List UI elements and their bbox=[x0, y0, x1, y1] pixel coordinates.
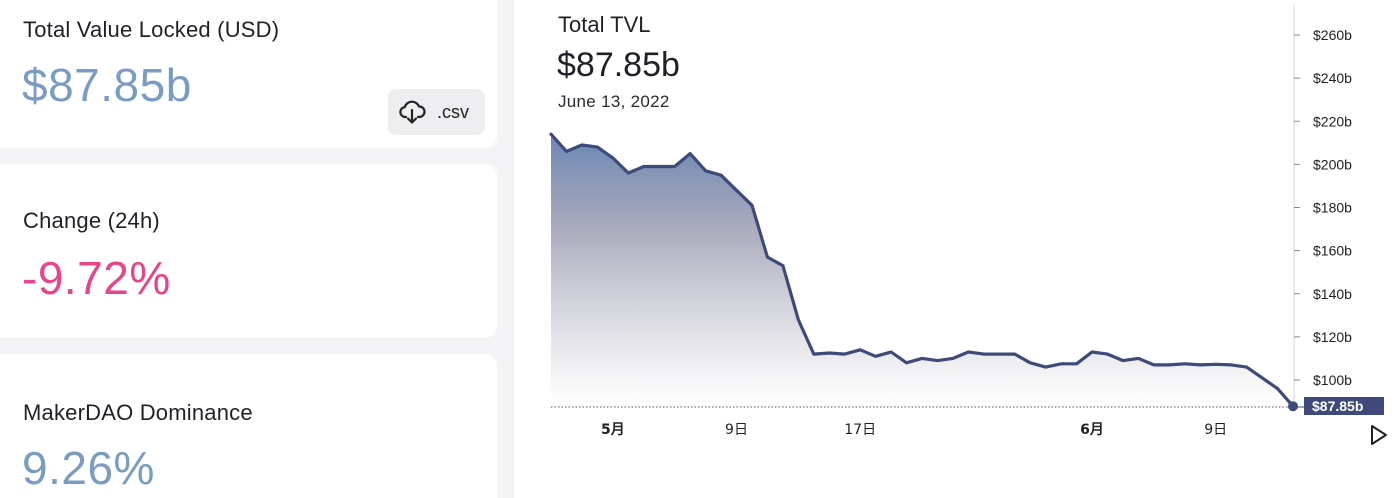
dominance-card bbox=[0, 354, 497, 498]
last-value-label: $87.85b bbox=[1312, 398, 1363, 414]
cloud-download-icon bbox=[398, 99, 426, 125]
y-tick-label: $260b bbox=[1313, 27, 1352, 43]
x-tick-label: 5月 bbox=[601, 422, 625, 438]
x-tick-label: 17日 bbox=[844, 422, 876, 438]
y-tick-label: $200b bbox=[1313, 156, 1352, 172]
y-tick-label: $100b bbox=[1313, 372, 1352, 388]
chart-title: Total TVL bbox=[558, 12, 651, 37]
chart-date: June 13, 2022 bbox=[558, 92, 670, 111]
change-label: Change (24h) bbox=[23, 208, 160, 233]
x-tick-label: 6月 bbox=[1080, 422, 1104, 438]
download-csv-button[interactable]: .csv bbox=[388, 89, 485, 135]
csv-label: .csv bbox=[437, 101, 470, 122]
tvl-series-line bbox=[549, 132, 1295, 408]
change-card bbox=[0, 164, 497, 338]
tvl-value: $87.85b bbox=[22, 59, 192, 111]
tvl-label: Total Value Locked (USD) bbox=[23, 17, 280, 42]
y-tick-label: $160b bbox=[1313, 243, 1352, 259]
chart-value: $87.85b bbox=[557, 46, 680, 84]
dominance-value: 9.26% bbox=[22, 442, 155, 494]
tvl-area-fill bbox=[551, 134, 1293, 407]
x-tick-label: 9日 bbox=[725, 422, 748, 438]
y-tick-label: $180b bbox=[1313, 200, 1352, 216]
tvl-last-point bbox=[1288, 401, 1298, 412]
y-tick-label: $120b bbox=[1313, 329, 1352, 345]
last-value-tag bbox=[1304, 397, 1384, 415]
play-icon[interactable] bbox=[1369, 424, 1389, 446]
dominance-label: MakerDAO Dominance bbox=[23, 400, 253, 425]
x-tick-label: 9日 bbox=[1204, 422, 1227, 438]
y-tick-label: $140b bbox=[1313, 286, 1352, 302]
y-tick-label: $240b bbox=[1313, 70, 1352, 86]
y-tick-label: $220b bbox=[1313, 113, 1352, 129]
change-value: -9.72% bbox=[22, 252, 171, 304]
